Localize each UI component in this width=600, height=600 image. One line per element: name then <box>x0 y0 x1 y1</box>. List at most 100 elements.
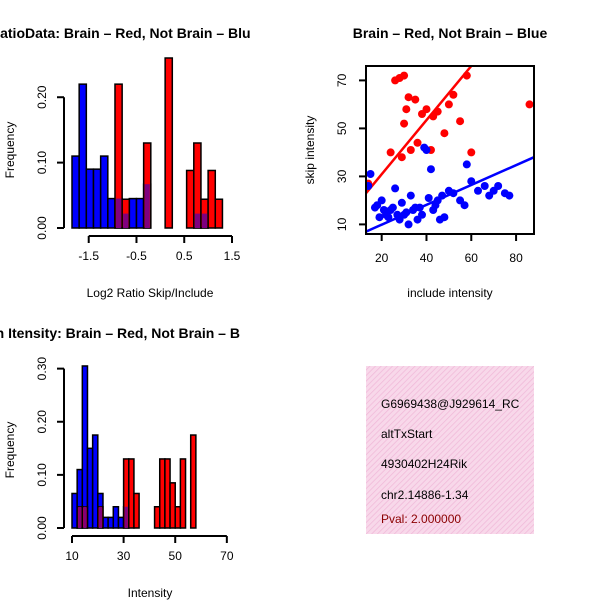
intensity-histogram-blue-bar <box>102 516 109 529</box>
scatter-not-brain-point <box>462 160 471 169</box>
ratio-histogram-blue-bar <box>135 197 145 229</box>
scatter-not-brain-point <box>440 213 449 222</box>
scatter-brain-fit-line <box>366 66 473 194</box>
ratio-histogram-axes: -1.5 -0.5 0.5 1.5 0.00 0.10 0.20 <box>35 85 241 263</box>
intensity-histogram-ylabel: Frequency <box>3 422 17 479</box>
ratio-histogram-y-tick-label: 0.10 <box>35 151 49 175</box>
scatter-not-brain-point <box>449 189 458 198</box>
ratio-histogram-overlap-bar <box>144 184 150 228</box>
ratio-histogram-red-bar <box>185 169 195 229</box>
scatter-y-tick-label: 10 <box>335 217 349 231</box>
ratio-histogram-overlap-bar <box>123 213 129 228</box>
intensity-histogram-x-tick-label: 50 <box>169 549 183 563</box>
scatter-not-brain-point <box>397 198 406 207</box>
intensity-histogram-y-tick-label: 0.00 <box>35 516 49 540</box>
scatter-not-brain-point <box>424 194 433 202</box>
scatter-x-tick-label: 40 <box>420 251 434 265</box>
info-gene-name: 4930402H24Rik <box>381 457 468 471</box>
scatter-not-brain-point <box>402 208 411 217</box>
ratio-histogram-x-tick-label: 0.5 <box>176 249 193 263</box>
scatter-not-brain-point <box>375 213 384 222</box>
scatter-not-brain-point <box>422 146 431 154</box>
ratio-histogram-title: RatioData: Brain – Red, Not Brain – Blu <box>0 25 251 41</box>
scatter-not-brain-point <box>415 203 424 212</box>
intensity-histogram-blue-bar <box>81 365 89 529</box>
scatter-brain-point <box>444 100 453 109</box>
intensity-histogram-red-bar <box>133 492 140 529</box>
ratio-histogram-red-bar <box>207 169 217 229</box>
scatter-not-brain-point <box>505 191 514 200</box>
ratio-histogram-overlap-bar <box>201 213 208 228</box>
scatter-brain-point <box>386 148 395 157</box>
intensity-histogram-x-tick-label: 10 <box>65 549 79 563</box>
ratio-histogram-panel: RatioData: Brain – Red, Not Brain – Blu … <box>0 25 251 300</box>
ratio-histogram-blue-bar <box>99 155 109 229</box>
scatter-ylabel: skip intensity <box>303 116 317 185</box>
intensity-histogram-y-tick-label: 0.10 <box>35 463 49 487</box>
ratio-histogram-blue-bar <box>107 197 116 229</box>
intensity-histogram-red-bar <box>174 506 182 529</box>
ratio-histogram-blue-bar <box>85 168 95 229</box>
ratio-histogram-overlap-bar <box>115 198 122 228</box>
scatter-not-brain-point <box>388 203 397 212</box>
ratio-histogram-y-tick-label: 0.00 <box>35 216 49 240</box>
intensity-histogram-x-tick-label: 30 <box>117 549 131 563</box>
scatter-brain-point <box>402 105 411 114</box>
ratio-histogram-ylabel: Frequency <box>3 122 17 179</box>
scatter-not-brain-point <box>384 213 393 222</box>
ratio-histogram-blue-bar <box>128 197 138 229</box>
scatter-not-brain-point <box>467 177 476 186</box>
ratio-histogram-x-tick-label: -0.5 <box>126 249 147 263</box>
intensity-histogram-blue-bar <box>71 492 78 529</box>
intensity-histogram-red-bar <box>189 434 197 529</box>
scatter-plot-frame <box>365 65 535 235</box>
info-panel: G6969438@J929614_RC altTxStart 4930402H2… <box>366 366 534 534</box>
intensity-histogram-overlap-bar <box>124 506 128 528</box>
scatter-not-brain-point <box>480 182 489 190</box>
intensity-histogram-title: Exon Itensity: Brain – Red, Not Brain – … <box>0 325 240 341</box>
scatter-brain-point <box>449 90 458 99</box>
scatter-y-tick-label: 70 <box>335 73 349 87</box>
intensity-histogram-red-bar <box>153 506 161 529</box>
info-location: chr2.14886-1.34 <box>381 488 469 502</box>
scatter-brain-point <box>400 119 409 128</box>
scatter-panel: Brain – Red, Not Brain – Blue 20 40 60 80 10… <box>303 25 547 300</box>
intensity-histogram-red-bar <box>169 482 176 529</box>
info-event-type: altTxStart <box>381 427 433 441</box>
intensity-histogram-blue-bar <box>117 516 125 529</box>
ratio-histogram-blue-bar <box>71 155 80 229</box>
info-probe-id: G6969438@J929614_RC <box>381 397 520 411</box>
scatter-not-brain-point <box>426 165 435 174</box>
intensity-histogram-red-bar <box>164 458 171 529</box>
scatter-not-brain-point <box>494 182 503 190</box>
scatter-not-brain-point <box>418 210 426 219</box>
scatter-brain-point <box>440 129 449 138</box>
scatter-brain-point <box>406 146 415 154</box>
scatter-brain-point <box>422 105 431 114</box>
intensity-histogram-axes: 10 30 50 70 0.00 0.10 0.20 0.30 <box>35 357 234 563</box>
scatter-brain-point <box>462 71 471 80</box>
intensity-histogram-blue-bar <box>107 516 115 529</box>
intensity-histogram-blue-bar <box>91 434 99 529</box>
scatter-brain-point <box>400 71 409 80</box>
ratio-histogram-y-tick-label: 0.20 <box>35 85 49 109</box>
scatter-not-brain-point <box>460 201 469 210</box>
ratio-histogram-blue-bar <box>92 168 102 229</box>
scatter-brain-point <box>404 93 413 102</box>
scatter-brain-point <box>397 153 406 162</box>
ratio-histogram-x-tick-label: -1.5 <box>78 249 99 263</box>
intensity-histogram-red-bar <box>158 458 166 529</box>
intensity-histogram-red-bar <box>128 458 135 529</box>
scatter-not-brain-point <box>377 196 386 205</box>
intensity-histogram-overlap-bar <box>83 506 87 528</box>
ratio-histogram-bars <box>71 57 224 229</box>
scatter-x-tick-label: 80 <box>509 251 523 265</box>
intensity-histogram-blue-bar <box>112 506 120 529</box>
ratio-histogram-x-tick-label: 1.5 <box>224 249 241 263</box>
ratio-histogram-red-bar <box>214 198 224 229</box>
scatter-x-tick-label: 20 <box>375 251 389 265</box>
ratio-histogram-xlabel: Log2 Ratio Skip/Include <box>87 286 214 300</box>
scatter-axes: 20 40 60 80 10 30 50 70 <box>335 65 535 265</box>
info-pvalue: Pval: 2.000000 <box>381 512 461 526</box>
ratio-histogram-blue-bar <box>78 83 88 229</box>
